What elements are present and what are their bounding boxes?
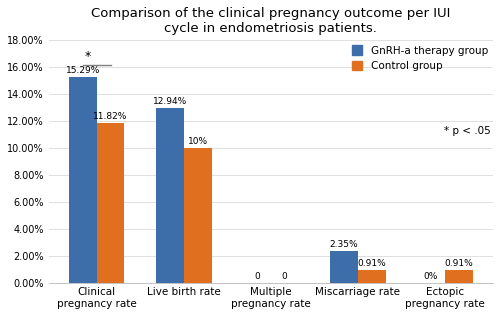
Text: 11.82%: 11.82% xyxy=(94,112,128,121)
Legend: GnRH-a therapy group, Control group: GnRH-a therapy group, Control group xyxy=(352,46,488,71)
Text: 0%: 0% xyxy=(424,272,438,281)
Bar xyxy=(184,148,212,283)
Text: 0: 0 xyxy=(282,272,288,281)
Bar xyxy=(445,270,473,283)
Text: 2.35%: 2.35% xyxy=(330,240,358,249)
Bar xyxy=(96,124,124,283)
Text: 0.91%: 0.91% xyxy=(358,259,386,268)
Text: * p < .05: * p < .05 xyxy=(444,126,491,136)
Text: 10%: 10% xyxy=(188,137,208,146)
Bar xyxy=(330,251,358,283)
Text: 12.94%: 12.94% xyxy=(152,97,187,106)
Bar xyxy=(69,77,96,283)
Text: *: * xyxy=(84,50,90,63)
Bar xyxy=(358,270,386,283)
Title: Comparison of the clinical pregnancy outcome per IUI
cycle in endometriosis pati: Comparison of the clinical pregnancy out… xyxy=(91,7,451,35)
Text: 15.29%: 15.29% xyxy=(66,66,100,75)
Text: 0: 0 xyxy=(254,272,260,281)
Text: 0.91%: 0.91% xyxy=(444,259,474,268)
Bar xyxy=(156,108,184,283)
